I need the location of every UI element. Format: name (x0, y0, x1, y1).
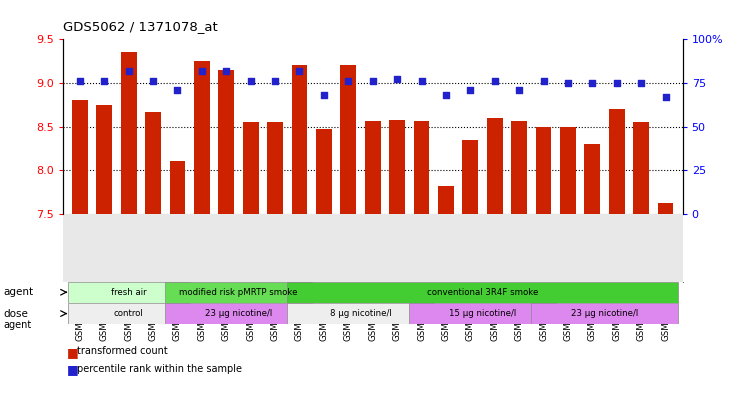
Bar (267, 122, 283, 214)
Bar (365, 121, 381, 214)
Point (171, 87, 183, 93)
Bar (633, 122, 649, 214)
Point (98, 78, 110, 84)
Point (221, 68, 232, 74)
Text: dose: dose (4, 309, 29, 319)
Bar (287, 281, 677, 303)
Point (587, 80, 599, 86)
Bar (531, 303, 677, 324)
Bar (165, 281, 311, 303)
Bar (121, 52, 137, 214)
Point (245, 78, 257, 84)
Text: agent: agent (4, 287, 34, 297)
Text: transformed count: transformed count (77, 346, 168, 356)
Bar (287, 303, 434, 324)
Bar (584, 144, 600, 214)
Bar (413, 121, 430, 214)
Text: modified risk pMRTP smoke: modified risk pMRTP smoke (179, 288, 297, 297)
Text: ■: ■ (66, 346, 78, 359)
Point (367, 78, 379, 84)
Point (635, 80, 647, 86)
Point (342, 78, 354, 84)
Point (391, 76, 403, 83)
Bar (340, 66, 356, 214)
Bar (316, 129, 332, 214)
Bar (511, 121, 527, 214)
Bar (68, 303, 190, 324)
Bar (218, 70, 234, 214)
Bar (165, 303, 311, 324)
Point (537, 78, 549, 84)
Bar (536, 127, 551, 214)
Point (74, 78, 86, 84)
Text: agent: agent (4, 320, 32, 331)
Point (440, 92, 452, 98)
Point (123, 68, 134, 74)
Text: 23 μg nicotine/l: 23 μg nicotine/l (571, 309, 638, 318)
Point (294, 68, 306, 74)
Bar (609, 109, 624, 214)
Text: ■: ■ (66, 364, 78, 376)
Bar (170, 162, 185, 214)
Bar (438, 186, 454, 214)
Bar (243, 122, 258, 214)
Point (562, 80, 574, 86)
Bar (463, 140, 478, 214)
Point (660, 94, 672, 100)
Bar (68, 281, 190, 303)
Point (415, 78, 427, 84)
Text: GDS5062 / 1371078_at: GDS5062 / 1371078_at (63, 20, 218, 33)
Text: percentile rank within the sample: percentile rank within the sample (77, 364, 243, 373)
Point (513, 87, 525, 93)
Bar (389, 119, 405, 214)
Bar (658, 203, 674, 214)
Point (318, 92, 330, 98)
Point (147, 78, 159, 84)
Bar (292, 66, 308, 214)
Point (196, 68, 208, 74)
Text: conventional 3R4F smoke: conventional 3R4F smoke (427, 288, 538, 297)
Point (489, 78, 500, 84)
Bar (96, 105, 112, 214)
Text: control: control (114, 309, 143, 318)
Bar (72, 100, 88, 214)
Text: fresh air: fresh air (111, 288, 146, 297)
Text: 15 μg nicotine/l: 15 μg nicotine/l (449, 309, 516, 318)
Text: 8 μg nicotine/l: 8 μg nicotine/l (330, 309, 391, 318)
Point (611, 80, 623, 86)
Text: 23 μg nicotine/l: 23 μg nicotine/l (205, 309, 272, 318)
Point (464, 87, 476, 93)
Bar (560, 127, 576, 214)
Point (269, 78, 281, 84)
Bar (487, 118, 503, 214)
Bar (410, 303, 556, 324)
Bar (145, 112, 161, 214)
Bar (194, 61, 210, 214)
